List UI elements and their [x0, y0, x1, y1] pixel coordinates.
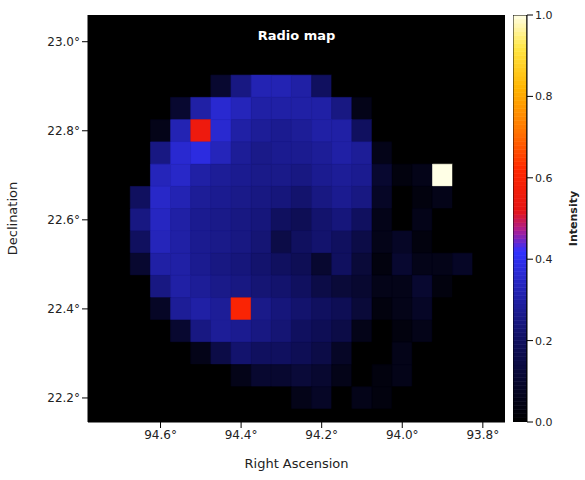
svg-text:94.0°: 94.0° — [386, 428, 419, 442]
svg-text:22.4°: 22.4° — [47, 302, 80, 316]
svg-text:Declination: Declination — [5, 182, 20, 256]
svg-text:0.8: 0.8 — [535, 90, 553, 103]
html-text:Radio map: Radio map — [257, 28, 336, 43]
svg-text:1.0: 1.0 — [535, 9, 553, 22]
svg-text:94.2°: 94.2° — [305, 428, 338, 442]
svg-text:94.4°: 94.4° — [225, 428, 258, 442]
svg-text:0.6: 0.6 — [535, 172, 553, 185]
svg-text:Intensity: Intensity — [567, 191, 580, 246]
svg-text:22.6°: 22.6° — [47, 213, 80, 227]
svg-text:93.8°: 93.8° — [466, 428, 499, 442]
svg-text:22.2°: 22.2° — [47, 391, 80, 405]
svg-text:0.2: 0.2 — [535, 335, 553, 348]
svg-text:23.0°: 23.0° — [47, 35, 80, 49]
svg-text:0.0: 0.0 — [535, 416, 553, 429]
svg-text:94.6°: 94.6° — [144, 428, 177, 442]
svg-text:22.8°: 22.8° — [47, 124, 80, 138]
svg-text:0.4: 0.4 — [535, 253, 553, 266]
svg-text:Right Ascension: Right Ascension — [245, 456, 349, 471]
